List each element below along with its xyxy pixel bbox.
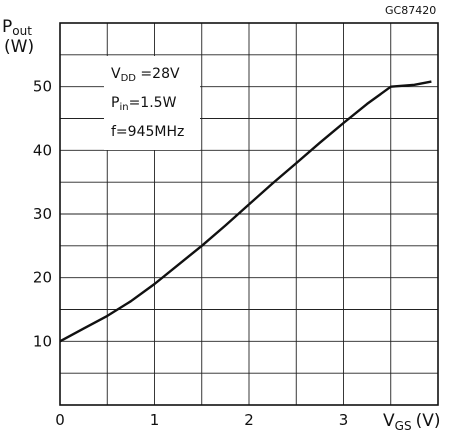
x-tick-labels: 0 1 2 3 [55,411,348,429]
x-axis-label-main: V [383,411,395,431]
annotation-frequency-main: f=945MHz [111,124,184,140]
y-tick-label: 20 [33,269,52,287]
annotation-vdd-sub: DD [121,73,137,84]
y-axis-unit: (W) [4,37,34,57]
x-tick-label: 3 [339,411,349,429]
y-axis-label-sub: out [12,24,32,38]
y-tick-label: 50 [33,78,52,96]
annotation-pin-sub: in [119,102,128,113]
annotation-pin: Pin=1.5W [111,95,177,113]
grid [60,23,438,405]
annotation-frequency: f=945MHz [111,124,184,140]
figure-code: GC87420 [385,4,436,17]
plot-frame [59,22,439,406]
y-tick-label: 10 [33,332,52,350]
y-tick-label: 30 [33,205,52,223]
y-tick-label: 40 [33,141,52,159]
pout-curve [59,80,432,343]
x-axis-label-sub: GS [395,419,412,433]
x-tick-label: 1 [150,411,160,429]
annotation-vdd-main: V [111,66,121,82]
annotation-vdd-rest: =28V [136,66,180,82]
x-axis-unit: (V) [416,411,441,431]
annotation-vdd: VDD =28V [111,66,180,84]
x-axis-label: VGS (V) [383,411,440,433]
annotation-pin-main: P [111,95,119,111]
y-axis-label: Pout [2,17,32,38]
y-tick-labels: 10 20 30 40 50 [33,78,52,351]
x-tick-label: 0 [55,411,65,429]
x-tick-label: 2 [244,411,254,429]
conditions-box: VDD =28V Pin=1.5W f=945MHz [104,56,200,150]
annotation-pin-rest: =1.5W [129,95,177,111]
y-axis-label-main: P [2,17,12,37]
